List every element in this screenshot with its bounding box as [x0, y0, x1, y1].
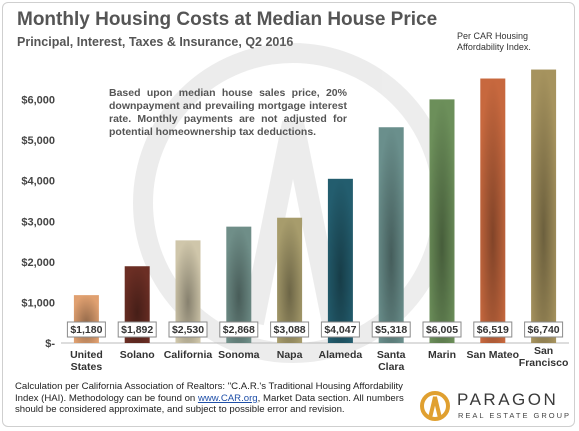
- x-tick-label: Alameda: [319, 349, 363, 361]
- data-label-box: [270, 321, 310, 338]
- x-tick-label: United: [70, 349, 103, 361]
- x-tick-label: California: [164, 349, 213, 361]
- bar-chart: $- $1,000 $2,000 $3,000 $4,000 $5,000 $6,000 $…: [21, 43, 569, 373]
- bar-group: $6,005: [422, 99, 462, 344]
- bar-group: $5,318: [371, 127, 411, 343]
- bar-group: $3,088: [270, 217, 310, 343]
- bar-shading: [378, 127, 404, 343]
- data-label-box: [524, 321, 564, 338]
- data-label-box: [320, 321, 360, 338]
- footer-text-b: , Market Data section. All numbers shoul…: [15, 392, 404, 416]
- data-label-box: [219, 321, 259, 338]
- data-label: $1,180: [70, 324, 102, 336]
- y-tick-label: $6,000: [21, 95, 55, 107]
- x-tick-label: San Mateo: [467, 349, 520, 361]
- bar-shading: [327, 178, 353, 343]
- x-tick-label: Solano: [120, 349, 155, 361]
- logo-name: PARAGON: [457, 390, 559, 409]
- data-label: $1,892: [121, 324, 153, 336]
- data-label: $4,047: [324, 324, 356, 336]
- data-label: $6,740: [528, 324, 560, 336]
- x-tick-label: Francisco: [519, 357, 569, 369]
- data-label-box: [66, 321, 106, 338]
- slide-frame: Monthly Housing Costs at Median House Pr…: [2, 2, 575, 427]
- car-website-link[interactable]: www.CAR.org: [197, 392, 258, 404]
- bar-group: $1,892: [117, 266, 157, 343]
- logo-tagline: REAL ESTATE GROUP: [458, 411, 572, 420]
- y-tick-label: $1,000: [21, 297, 55, 309]
- y-tick-label: $4,000: [21, 176, 55, 188]
- data-label: $5,318: [375, 324, 407, 336]
- data-label-box: [371, 321, 411, 338]
- bar-group: $4,047: [320, 178, 360, 343]
- chart-title: Monthly Housing Costs at Median House Pr…: [17, 9, 438, 30]
- bar-group: $6,740: [524, 69, 564, 343]
- data-label-box: [422, 321, 462, 338]
- x-tick-label: Santa: [377, 349, 406, 361]
- x-tick-label: Clara: [378, 361, 404, 373]
- x-tick-label: Marin: [428, 349, 456, 361]
- bars: $1,180 $1,892 $2,530 $2,868 $3,088 $4,047 $5,3…: [66, 69, 564, 344]
- bar-group: $2,868: [219, 226, 259, 343]
- data-label-box: [473, 321, 513, 338]
- data-label-box: [117, 321, 157, 338]
- data-label: $3,088: [274, 324, 306, 336]
- bar-shading: [480, 78, 506, 343]
- footer-text-a: Calculation per California Association o…: [15, 381, 403, 404]
- data-label: $6,519: [477, 324, 509, 336]
- y-tick-label: $2,000: [21, 257, 55, 269]
- bar-shading: [531, 69, 557, 343]
- footer-note: Calculation per California Association o…: [15, 381, 413, 416]
- bar-group: $2,530: [168, 240, 208, 343]
- y-tick-label: $3,000: [21, 216, 55, 228]
- data-label: $2,530: [172, 324, 204, 336]
- paragon-logo: PARAGON REAL ESTATE GROUP: [419, 387, 569, 427]
- y-tick-label: $-: [45, 338, 55, 350]
- source-note: Per CAR Housing Affordability Index.: [457, 31, 531, 52]
- chart-subtitle: Principal, Interest, Taxes & Insurance, …: [17, 35, 294, 49]
- y-tick-label: $5,000: [21, 135, 55, 147]
- data-label: $6,005: [426, 324, 458, 336]
- data-label: $2,868: [223, 324, 255, 336]
- x-tick-label: States: [71, 361, 103, 373]
- chart-annotation: Based upon median house sales price, 20%…: [109, 87, 347, 138]
- bar-group: $1,180: [66, 295, 106, 343]
- data-label-box: [168, 321, 208, 338]
- x-tick-label: Sonoma: [218, 349, 260, 361]
- x-tick-label: San: [534, 345, 553, 357]
- x-tick-label: Napa: [277, 349, 303, 361]
- bar-shading: [429, 99, 455, 344]
- bar-group: $6,519: [473, 78, 513, 343]
- paragon-logo-icon: [420, 391, 450, 421]
